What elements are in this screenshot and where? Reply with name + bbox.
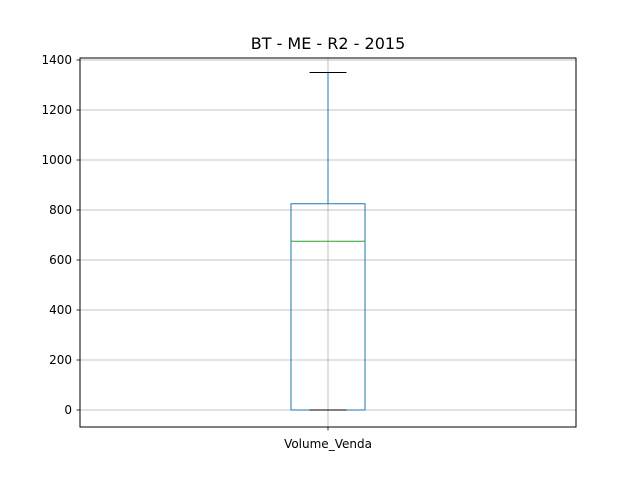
y-tick-label: 1200 — [41, 103, 72, 117]
y-tick-label: 1400 — [41, 53, 72, 67]
y-tick-label: 600 — [49, 253, 72, 267]
y-tick-label: 200 — [49, 353, 72, 367]
y-tick-label: 800 — [49, 203, 72, 217]
y-axis: 0 200 400 600 800 1000 1200 1400 — [41, 53, 80, 417]
x-tick-label: Volume_Venda — [284, 437, 372, 451]
x-axis: Volume_Venda — [284, 427, 372, 451]
y-tick-label: 0 — [64, 403, 72, 417]
y-tick-label: 400 — [49, 303, 72, 317]
plot-frame — [79, 57, 577, 428]
box-Volume_Venda — [290, 72, 366, 411]
y-tick-label: 1000 — [41, 153, 72, 167]
chart-title: BT - ME - R2 - 2015 — [251, 34, 406, 53]
box-series — [290, 72, 366, 411]
